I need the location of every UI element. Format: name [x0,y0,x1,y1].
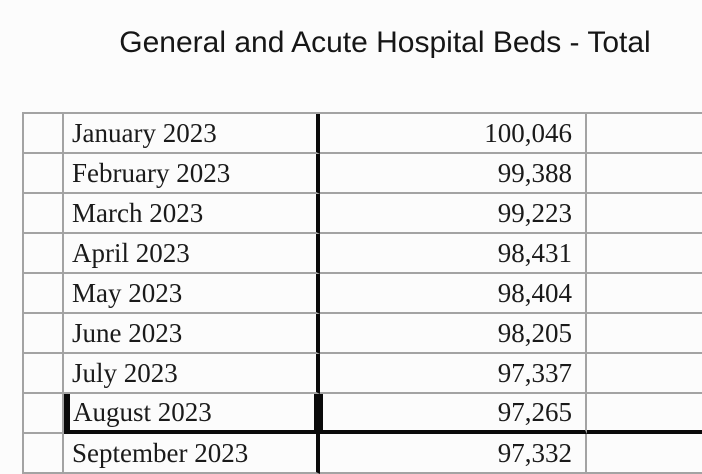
table-row-selected: August 2023 97,265 [24,394,702,434]
empty-cell [587,274,702,314]
empty-cell [587,114,702,154]
table-row: June 2023 98,205 [24,314,702,354]
month-cell: September 2023 [64,434,320,474]
value-cell: 97,332 [320,434,587,474]
empty-cell [587,354,702,394]
month-cell: January 2023 [64,114,320,154]
empty-cell [587,314,702,354]
empty-cell [587,234,702,274]
table-row: September 2023 97,332 [24,434,702,474]
empty-cell [587,194,702,234]
table-row: July 2023 97,337 [24,354,702,394]
value-cell: 100,046 [320,114,587,154]
table-row: May 2023 98,404 [24,274,702,314]
row-margin-cell [24,314,64,354]
value-cell: 99,223 [320,194,587,234]
month-cell: July 2023 [64,354,320,394]
page-title: General and Acute Hospital Beds - Total [119,26,651,59]
empty-cell [587,154,702,194]
hospital-beds-table: January 2023 100,046 February 2023 99,38… [22,112,702,474]
value-cell: 99,388 [320,154,587,194]
month-cell: May 2023 [64,274,320,314]
table-row: January 2023 100,046 [24,114,702,154]
row-margin-cell [24,154,64,194]
table-row: March 2023 99,223 [24,194,702,234]
value-cell: 98,431 [320,234,587,274]
value-cell: 97,337 [320,354,587,394]
month-cell: August 2023 [64,394,320,434]
row-margin-cell [24,114,64,154]
value-cell: 97,265 [320,394,587,434]
row-margin-cell [24,354,64,394]
empty-cell [587,394,702,434]
empty-cell [587,434,702,474]
value-cell: 98,404 [320,274,587,314]
row-margin-cell [24,274,64,314]
month-cell: March 2023 [64,194,320,234]
row-margin-cell [24,234,64,274]
table-row: April 2023 98,431 [24,234,702,274]
month-cell: April 2023 [64,234,320,274]
value-cell: 98,205 [320,314,587,354]
table-row: February 2023 99,388 [24,154,702,194]
row-margin-cell [24,394,64,434]
row-margin-cell [24,434,64,474]
row-margin-cell [24,194,64,234]
month-cell: June 2023 [64,314,320,354]
month-cell: February 2023 [64,154,320,194]
